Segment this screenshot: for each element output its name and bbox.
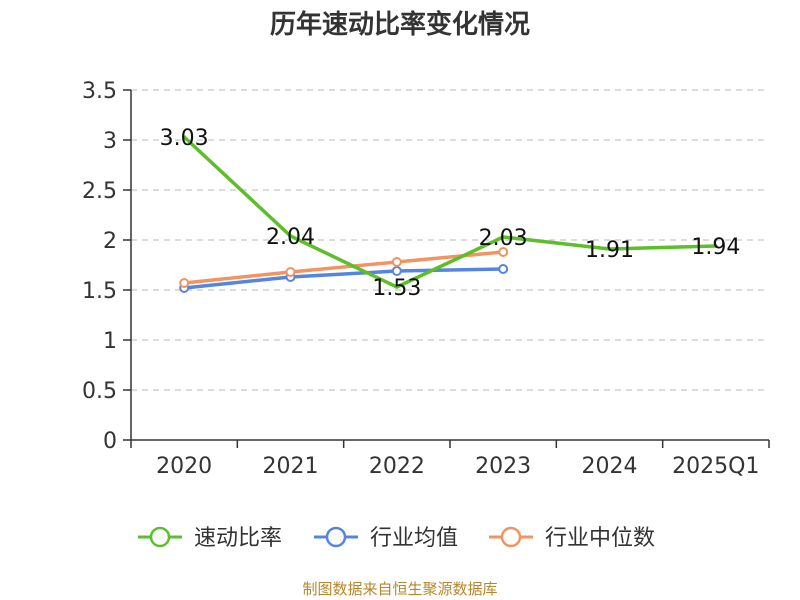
data-label: 1.91 bbox=[585, 238, 634, 263]
series-lines bbox=[179, 135, 718, 293]
series-point bbox=[498, 247, 509, 257]
y-tick-label: 1 bbox=[103, 329, 117, 354]
series-line bbox=[183, 250, 504, 285]
series-point bbox=[285, 267, 296, 277]
data-label: 3.03 bbox=[160, 126, 209, 151]
y-tick-label: 2 bbox=[103, 229, 117, 254]
legend-label: 行业中位数 bbox=[545, 526, 655, 551]
series-point bbox=[391, 257, 402, 267]
legend-marker bbox=[500, 526, 522, 548]
legend-marker bbox=[325, 526, 347, 548]
chart-title: 历年速动比率变化情况 bbox=[270, 9, 530, 40]
legend-marker bbox=[149, 526, 171, 548]
data-label: 2.04 bbox=[266, 225, 315, 250]
data-label: 1.94 bbox=[691, 235, 740, 260]
y-tick-label: 0 bbox=[103, 429, 117, 454]
series-point bbox=[395, 285, 399, 289]
series-point bbox=[179, 278, 190, 288]
series-point bbox=[714, 244, 718, 248]
series-line bbox=[182, 135, 716, 289]
axes: 0 0.5 1 1.5 2 2.5 3 3.5 2020 2021 2022 2023 2024 2025… bbox=[82, 79, 770, 479]
y-tick-label: 3 bbox=[103, 129, 117, 154]
series-point bbox=[501, 235, 505, 239]
x-tick-label: 2023 bbox=[475, 454, 531, 479]
x-tick-label: 2021 bbox=[263, 454, 319, 479]
grid-lines bbox=[131, 89, 769, 391]
data-label: 2.03 bbox=[479, 226, 528, 251]
x-tick-label: 2025Q1 bbox=[672, 454, 759, 479]
x-tick-label: 2020 bbox=[156, 454, 212, 479]
series-point bbox=[607, 247, 612, 251]
x-tick-label: 2022 bbox=[369, 454, 425, 479]
series-point bbox=[182, 135, 186, 139]
y-tick-label: 3.5 bbox=[82, 79, 117, 104]
legend-label: 行业均值 bbox=[370, 526, 458, 551]
legend: 速动比率 行业均值 行业中位数 bbox=[138, 526, 655, 551]
series-point bbox=[288, 234, 293, 238]
series-point bbox=[391, 266, 402, 276]
y-tick-label: 1.5 bbox=[82, 279, 117, 304]
data-label: 1.53 bbox=[372, 276, 421, 301]
y-tick-label: 0.5 bbox=[82, 379, 117, 404]
x-tick-label: 2024 bbox=[582, 454, 638, 479]
source-note: 制图数据来自恒生聚源数据库 bbox=[302, 580, 497, 598]
y-tick-label: 2.5 bbox=[82, 179, 117, 204]
legend-label: 速动比率 bbox=[194, 526, 282, 551]
series-point bbox=[498, 264, 509, 274]
series-line bbox=[183, 267, 504, 290]
data-labels: 3.03 2.04 1.53 2.03 1.91 1.94 bbox=[160, 126, 741, 301]
